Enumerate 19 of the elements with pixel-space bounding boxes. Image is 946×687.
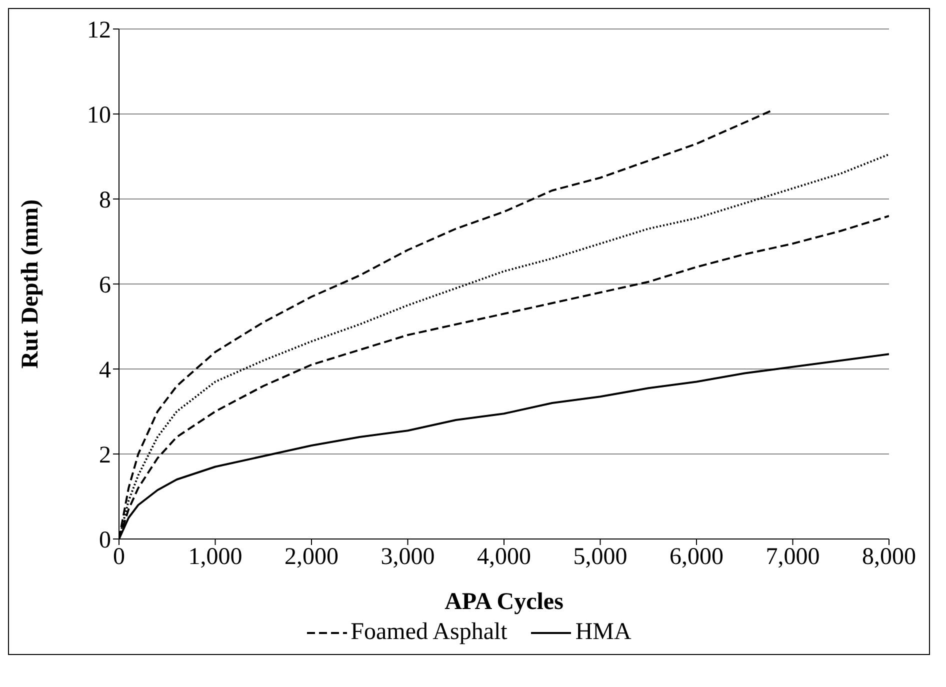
y-tick-label: 0: [99, 528, 111, 554]
x-tick-label: 6,000: [670, 544, 724, 570]
legend-label: Foamed Asphalt: [350, 619, 508, 646]
legend-label: HMA: [575, 619, 632, 646]
y-tick-label: 12: [87, 18, 111, 44]
y-axis-title: Rut Depth (mm): [18, 199, 44, 369]
y-tick-label: 2: [99, 442, 111, 469]
x-tick-label: 2,000: [284, 544, 338, 570]
x-tick-label: 5,000: [573, 544, 628, 570]
x-tick-label: 1,000: [188, 544, 242, 570]
y-tick-label: 8: [99, 188, 111, 214]
x-tick-label: 4,000: [477, 544, 531, 570]
x-axis-title: APA Cycles: [444, 589, 564, 615]
y-tick-label: 6: [99, 272, 111, 299]
x-tick-label: 3,000: [380, 544, 435, 570]
x-tick-label: 8,000: [862, 544, 916, 570]
y-tick-label: 10: [87, 102, 111, 129]
x-tick-label: 7,000: [766, 544, 820, 570]
y-tick-label: 4: [99, 358, 111, 384]
